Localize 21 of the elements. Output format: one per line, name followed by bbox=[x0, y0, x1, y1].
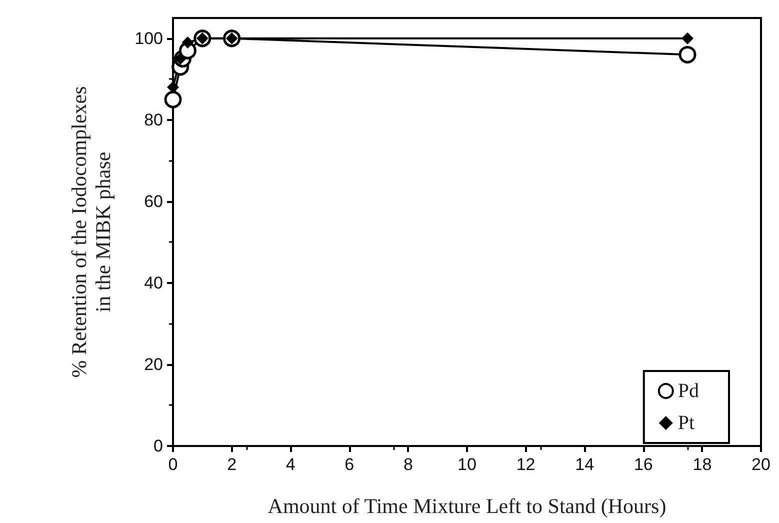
x-tick-label: 8 bbox=[403, 455, 413, 474]
x-tick-label: 6 bbox=[344, 455, 354, 474]
x-tick-label: 14 bbox=[575, 455, 594, 474]
y-axis-title: % Retention of the Iodocomplexes in the MIBK phase bbox=[67, 86, 115, 378]
x-tick-label: 20 bbox=[752, 455, 770, 474]
legend-label: Pt bbox=[678, 412, 695, 434]
x-tick-label: 18 bbox=[692, 455, 712, 474]
x-tick-label: 12 bbox=[516, 455, 536, 474]
y-tick-label: 100 bbox=[134, 28, 163, 48]
x-tick-label: 4 bbox=[286, 455, 296, 474]
x-axis-title: Amount of Time Mixture Left to Stand (Hours) bbox=[268, 494, 666, 518]
x-tick-label: 0 bbox=[168, 455, 178, 474]
legend-label: Pd bbox=[678, 380, 699, 402]
y-tick-label: 80 bbox=[144, 110, 163, 130]
x-tick-label: 10 bbox=[458, 455, 476, 474]
x-tick-label: 2 bbox=[227, 455, 237, 474]
y-tick-label: 40 bbox=[144, 273, 163, 292]
y-tick-label: 0 bbox=[154, 436, 163, 456]
x-tick-label: 16 bbox=[634, 455, 653, 474]
y-tick-label: 20 bbox=[144, 354, 163, 374]
y-tick-label: 60 bbox=[144, 192, 163, 211]
